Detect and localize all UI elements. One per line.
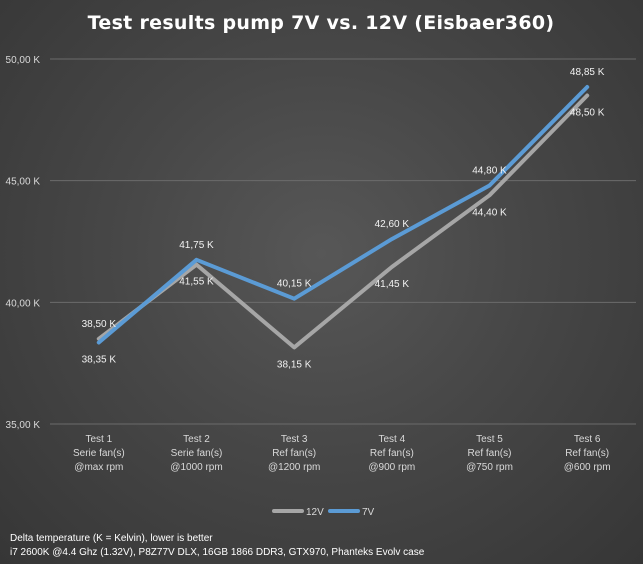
- data-label-12v: 38,50 K: [82, 319, 117, 330]
- legend: 12V 7V: [272, 507, 375, 518]
- data-label-7v: 40,15 K: [277, 279, 312, 290]
- series-lines: [96, 85, 590, 350]
- y-tick-label: 40,00 K: [6, 298, 41, 309]
- data-label-7v: 48,85 K: [570, 67, 605, 78]
- data-label-7v: 44,80 K: [472, 166, 507, 177]
- x-tick-label: Test 2 Serie fan(s) @1000 rpm: [170, 434, 222, 473]
- series-line-12v: [96, 93, 590, 350]
- footnote-line-2: i7 2600K @4.4 Ghz (1.32V), P8Z77V DLX, 1…: [10, 547, 425, 558]
- data-label-12v: 41,45 K: [375, 279, 410, 290]
- series-line-7v: [96, 85, 590, 345]
- x-tick-label: Test 1 Serie fan(s) @max rpm: [73, 434, 125, 473]
- data-label-12v: 41,55 K: [179, 277, 214, 288]
- x-tick-label: Test 4 Ref fan(s) @900 rpm: [368, 434, 415, 473]
- y-tick-label: 50,00 K: [6, 55, 41, 66]
- x-axis-ticks: Test 1 Serie fan(s) @max rpm Test 2 Serie fa…: [73, 434, 611, 473]
- x-tick-label: Test 3 Ref fan(s) @1200 rpm: [268, 434, 320, 473]
- footnote-line-1: Delta temperature (K = Kelvin), lower is…: [10, 533, 213, 544]
- chart-title: Test results pump 7V vs. 12V (Eisbaer360…: [88, 12, 555, 34]
- x-tick-label: Test 5 Ref fan(s) @750 rpm: [466, 434, 513, 473]
- y-tick-label: 45,00 K: [6, 177, 41, 188]
- gridlines: [50, 58, 636, 425]
- x-tick-label: Test 6 Ref fan(s) @600 rpm: [564, 434, 611, 473]
- legend-label-12v: 12V: [306, 507, 324, 518]
- data-label-7v: 38,35 K: [82, 354, 117, 365]
- data-label-12v: 48,50 K: [570, 108, 605, 119]
- data-label-7v: 41,75 K: [179, 240, 214, 251]
- data-labels: 38,50 K 38,35 K 41,75 K 41,55 K 40,15 K 38,15…: [82, 67, 605, 370]
- data-label-7v: 42,60 K: [375, 219, 410, 230]
- legend-label-7v: 7V: [362, 507, 375, 518]
- y-tick-label: 35,00 K: [6, 420, 41, 431]
- y-axis-ticks: 35,00 K 40,00 K 45,00 K 50,00 K: [6, 55, 41, 431]
- data-label-12v: 38,15 K: [277, 359, 312, 370]
- data-label-12v: 44,40 K: [472, 207, 507, 218]
